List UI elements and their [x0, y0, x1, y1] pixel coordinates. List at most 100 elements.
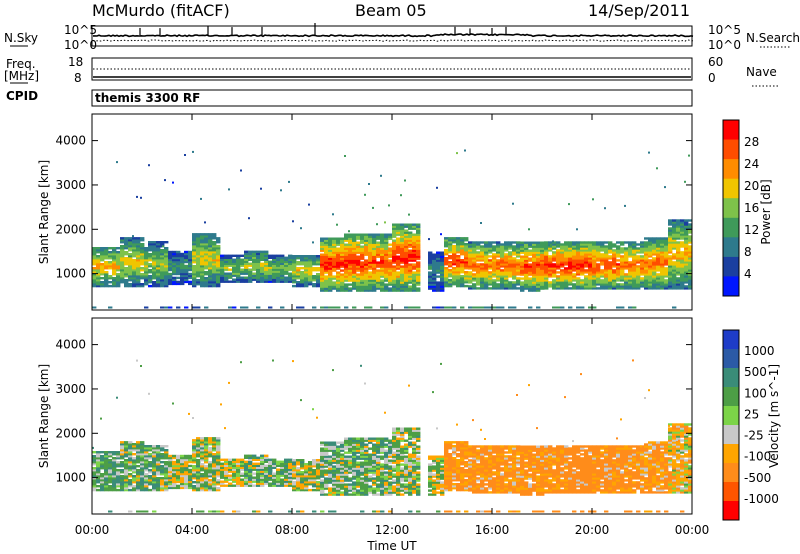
echo-cell — [260, 274, 265, 277]
echo-cell — [676, 249, 681, 252]
echo-cell — [540, 285, 545, 288]
echo-cell — [108, 267, 113, 270]
echo-cell — [204, 451, 209, 454]
echo-cell — [620, 243, 625, 246]
echo-cell — [320, 493, 325, 496]
echo-cell — [140, 261, 145, 264]
echo-cell — [336, 481, 341, 484]
echo-cell — [212, 245, 217, 248]
echo-cell — [512, 269, 517, 272]
echo-cell — [684, 261, 689, 264]
echo-cell — [172, 272, 177, 276]
echo-cell — [220, 468, 225, 471]
echo-cell — [260, 264, 265, 267]
echo-cell — [104, 467, 109, 470]
echo-cell — [340, 471, 345, 474]
echo-cell — [176, 478, 181, 482]
echo-cell — [100, 477, 105, 480]
echo-cell — [488, 273, 493, 276]
echo-cell — [348, 443, 353, 446]
echo-cell — [108, 467, 113, 470]
echo-cell — [152, 461, 157, 464]
echo-cell — [376, 283, 381, 286]
echo-cell — [576, 251, 581, 254]
echo-cell — [144, 488, 149, 492]
echo-cell — [132, 457, 137, 460]
echo-cell — [656, 251, 661, 254]
echo-cell — [216, 455, 221, 458]
echo-cell — [636, 281, 641, 284]
echo-cell — [228, 264, 233, 267]
echo-cell — [128, 467, 133, 470]
echo-cell — [512, 285, 517, 288]
echo-cell — [96, 485, 101, 488]
echo-cell — [236, 478, 241, 481]
echo-cell — [588, 263, 593, 266]
echo-cell — [336, 477, 341, 480]
echo-cell — [248, 274, 253, 277]
echo-cell — [148, 445, 153, 448]
echo-cell — [336, 449, 341, 452]
echo-cell — [444, 251, 449, 254]
echo-cell — [108, 477, 113, 480]
echo-cell — [612, 287, 617, 290]
echo-cell — [472, 243, 477, 246]
echo-cell — [92, 469, 97, 472]
echo-cell — [192, 253, 197, 256]
echo-cell — [140, 481, 145, 484]
echo-cell — [612, 273, 617, 276]
echo-cell — [408, 263, 413, 266]
echo-cell — [372, 253, 377, 256]
echo-cell — [640, 269, 645, 272]
echo-cell — [364, 306, 369, 309]
echo-cell — [504, 257, 509, 260]
echo-cell — [644, 259, 649, 262]
echo-cell — [396, 469, 401, 472]
echo-cell — [196, 445, 201, 448]
echo-cell — [496, 249, 501, 252]
echo-cell — [544, 271, 549, 274]
echo-cell — [312, 510, 317, 513]
echo-cell — [212, 241, 217, 244]
echo-cell — [668, 287, 673, 290]
echo-cell — [236, 270, 241, 273]
echo-cell — [416, 243, 421, 246]
echo-cell — [100, 488, 105, 492]
echo-cell — [392, 479, 397, 482]
echo-cell — [528, 267, 533, 270]
echo-cell — [188, 258, 193, 262]
echo-cell — [436, 289, 441, 292]
echo-cell — [344, 237, 349, 240]
echo-cell — [164, 261, 169, 264]
echo-cell — [180, 460, 185, 464]
echo-cell — [108, 488, 113, 492]
echo-cell — [332, 277, 337, 280]
echo-cell — [232, 254, 237, 257]
echo-cell — [612, 277, 617, 280]
echo-cell — [468, 279, 473, 282]
echo-cell — [524, 253, 529, 256]
echo-cell — [664, 255, 669, 258]
echo-cell — [132, 245, 137, 248]
echo-cell — [344, 253, 349, 256]
echo-cell — [204, 481, 209, 484]
echo-cell — [404, 269, 409, 272]
echo-cell — [408, 251, 413, 254]
echo-cell — [484, 249, 489, 252]
echo-cell — [280, 258, 285, 261]
echo-cell — [196, 306, 201, 309]
echo-cell — [492, 269, 497, 272]
echo-cell — [320, 463, 325, 466]
echo-cell — [180, 454, 185, 458]
echo-cell — [208, 465, 213, 468]
echo-cell — [380, 269, 385, 272]
echo-cell — [368, 469, 373, 472]
echo-cell — [372, 287, 377, 290]
echo-cell — [196, 467, 201, 470]
echo-cell — [260, 468, 265, 471]
echo-cell — [276, 270, 281, 273]
echo-cell — [228, 381, 230, 384]
echo-cell — [456, 267, 461, 270]
echo-cell — [348, 241, 353, 244]
echo-cell — [252, 264, 257, 267]
